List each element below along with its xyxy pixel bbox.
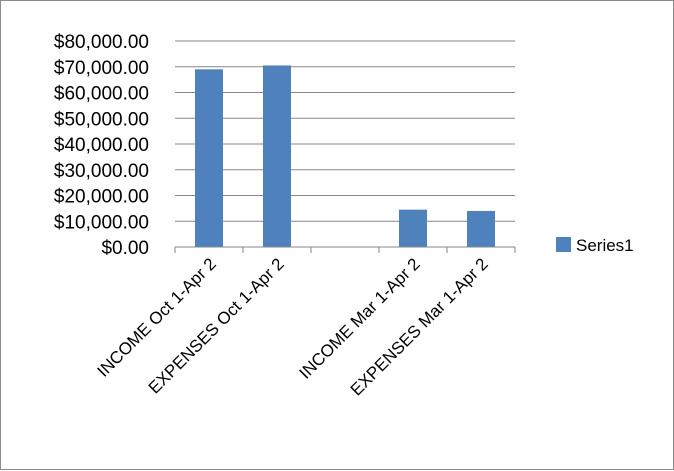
bar (195, 69, 223, 247)
bar (399, 209, 427, 247)
y-tick-label: $0.00 (101, 238, 149, 259)
y-tick-label: $80,000.00 (54, 32, 149, 53)
y-tick-label: $50,000.00 (54, 109, 149, 130)
y-tick-label: $40,000.00 (54, 135, 149, 156)
y-axis-tick-labels: $0.00 $10,000.00 $20,000.00 $30,000.00 $40,0… (54, 32, 149, 259)
bar (263, 65, 291, 248)
bar (467, 210, 495, 247)
x-axis (174, 246, 516, 253)
x-tick-label: INCOME Mar 1-Apr 2 (295, 254, 423, 382)
legend: Series1 (556, 236, 634, 255)
y-tick-label: $70,000.00 (54, 58, 149, 79)
x-tick-label: EXPENSES Oct 1-Apr 2 (145, 254, 288, 397)
y-tick-label: $60,000.00 (54, 84, 149, 105)
legend-label-series1: Series1 (576, 236, 634, 255)
y-tick-label: $20,000.00 (54, 187, 149, 208)
x-tick-label: INCOME Oct 1-Apr 2 (94, 254, 220, 380)
x-tick-label: EXPENSES Mar 1-Apr 2 (347, 254, 492, 399)
y-tick-label: $10,000.00 (54, 212, 149, 233)
bars (195, 65, 495, 248)
legend-swatch-series1 (556, 237, 571, 252)
y-tick-label: $30,000.00 (54, 161, 149, 182)
gridlines (175, 40, 515, 222)
